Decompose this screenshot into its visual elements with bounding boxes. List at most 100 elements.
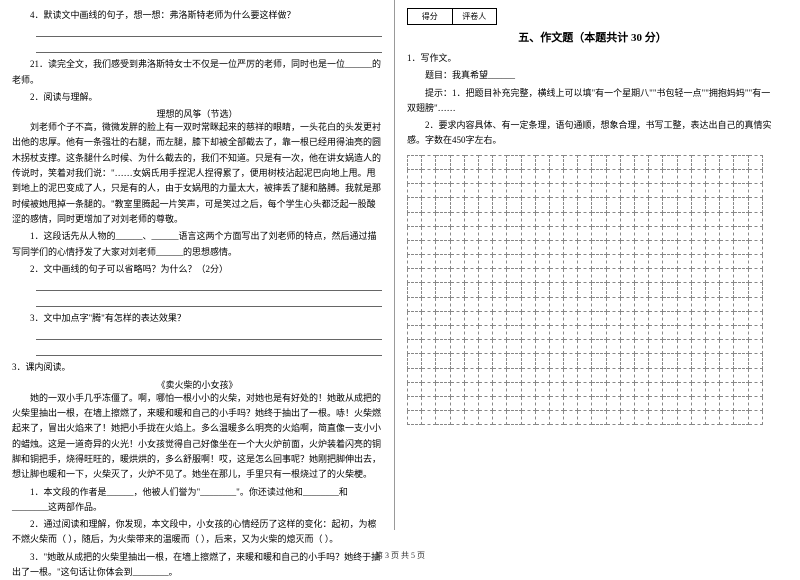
grid-cell [649,184,663,198]
grid-cell [635,169,649,183]
grid-cell [635,198,649,212]
grid-cell [450,255,464,269]
grid-cell [734,169,748,183]
grid-cell [720,411,734,425]
grid-cell [422,198,436,212]
grid-cell [578,368,592,382]
grid-cell [663,212,677,226]
grid-cell [705,297,719,311]
grid-cell [734,255,748,269]
grid-cell [535,354,549,368]
grid-cell [535,382,549,396]
grid-cell [493,255,507,269]
grid-cell [649,226,663,240]
grid-cell [535,212,549,226]
grid-cell [478,368,492,382]
grid-cell [422,382,436,396]
grid-cell [663,382,677,396]
grid-cell [606,269,620,283]
grid-cell [748,311,762,325]
answer-line [36,328,382,340]
grid-cell [734,340,748,354]
grid-cell [436,255,450,269]
grid-cell [606,297,620,311]
grid-cell [478,198,492,212]
grid-cell [606,382,620,396]
grid-cell [493,354,507,368]
grid-cell [748,297,762,311]
grid-cell [493,155,507,169]
grid-cell [663,396,677,410]
grid-cell [464,255,478,269]
grid-cell [606,255,620,269]
grid-cell [635,226,649,240]
grid-cell [549,169,563,183]
grid-cell [705,311,719,325]
grid-cell [408,155,422,169]
grid-cell [450,155,464,169]
grid-cell [691,326,705,340]
grid-cell [521,169,535,183]
grid-cell [720,212,734,226]
grid-cell [734,311,748,325]
grid-cell [705,354,719,368]
grid-cell [705,326,719,340]
question-1c: 3．文中加点字"腾"有怎样的表达效果？ [12,311,382,326]
grid-cell [635,255,649,269]
grid-cell [649,297,663,311]
grid-cell [748,283,762,297]
grid-cell [748,255,762,269]
grid-cell [578,255,592,269]
grid-cell [748,382,762,396]
grid-cell [720,382,734,396]
grid-cell [734,382,748,396]
grid-cell [620,297,634,311]
grid-cell [620,255,634,269]
grid-cell [535,226,549,240]
grid-cell [620,368,634,382]
grid-cell [564,226,578,240]
grid-cell [450,240,464,254]
grid-cell [606,240,620,254]
grid-cell [535,297,549,311]
grid-cell [592,226,606,240]
grid-cell [677,184,691,198]
grid-cell [649,212,663,226]
grid-cell [549,368,563,382]
grid-cell [677,326,691,340]
grid-cell [436,169,450,183]
grid-cell [705,184,719,198]
grid-cell [450,198,464,212]
grid-cell [521,269,535,283]
grid-cell [521,297,535,311]
grader-label: 评卷人 [453,9,497,24]
grid-cell [478,155,492,169]
grid-cell [521,155,535,169]
grid-cell [478,169,492,183]
grid-cell [436,269,450,283]
grid-cell [535,283,549,297]
grid-cell [606,226,620,240]
grid-cell [578,226,592,240]
grid-cell [535,184,549,198]
grid-cell [422,354,436,368]
grid-cell [549,411,563,425]
grid-cell [422,326,436,340]
grid-cell [748,411,762,425]
grid-cell [620,382,634,396]
grid-cell [507,297,521,311]
grid-cell [507,155,521,169]
grid-cell [422,240,436,254]
grid-cell [408,198,422,212]
grid-cell [748,184,762,198]
grid-cell [592,198,606,212]
grid-cell [464,269,478,283]
grid-cell [521,311,535,325]
passage-2-body: 她的一双小手几乎冻僵了。啊，哪怕一根小小的火柴，对她也是有好处的！她敢从成把的火… [12,391,382,483]
grid-cell [720,396,734,410]
grid-cell [564,411,578,425]
grid-cell [663,340,677,354]
grid-cell [450,382,464,396]
grid-cell [705,198,719,212]
grid-cell [549,255,563,269]
